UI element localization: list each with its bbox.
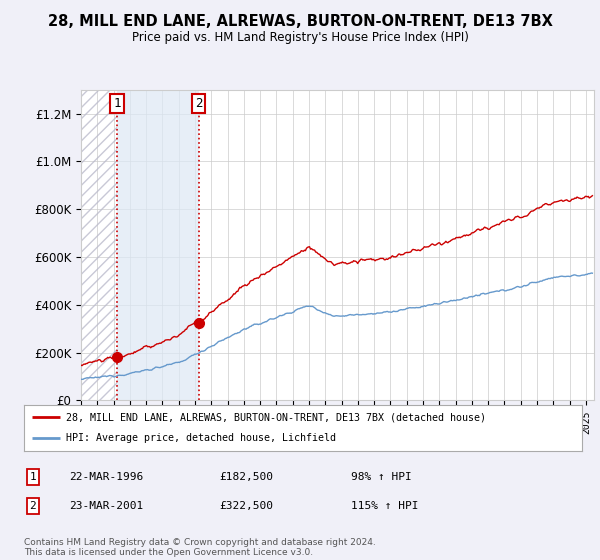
- Text: 2: 2: [195, 97, 202, 110]
- Text: 23-MAR-2001: 23-MAR-2001: [69, 501, 143, 511]
- Text: £322,500: £322,500: [219, 501, 273, 511]
- Text: 22-MAR-1996: 22-MAR-1996: [69, 472, 143, 482]
- Text: 1: 1: [29, 472, 37, 482]
- Text: 1: 1: [113, 97, 121, 110]
- Text: £182,500: £182,500: [219, 472, 273, 482]
- Text: Price paid vs. HM Land Registry's House Price Index (HPI): Price paid vs. HM Land Registry's House …: [131, 31, 469, 44]
- Text: 28, MILL END LANE, ALREWAS, BURTON-ON-TRENT, DE13 7BX (detached house): 28, MILL END LANE, ALREWAS, BURTON-ON-TR…: [66, 412, 486, 422]
- Text: 28, MILL END LANE, ALREWAS, BURTON-ON-TRENT, DE13 7BX: 28, MILL END LANE, ALREWAS, BURTON-ON-TR…: [47, 14, 553, 29]
- Text: Contains HM Land Registry data © Crown copyright and database right 2024.
This d: Contains HM Land Registry data © Crown c…: [24, 538, 376, 557]
- Text: HPI: Average price, detached house, Lichfield: HPI: Average price, detached house, Lich…: [66, 433, 336, 444]
- Text: 115% ↑ HPI: 115% ↑ HPI: [351, 501, 419, 511]
- Bar: [117, 90, 199, 400]
- Text: 98% ↑ HPI: 98% ↑ HPI: [351, 472, 412, 482]
- Text: 2: 2: [29, 501, 37, 511]
